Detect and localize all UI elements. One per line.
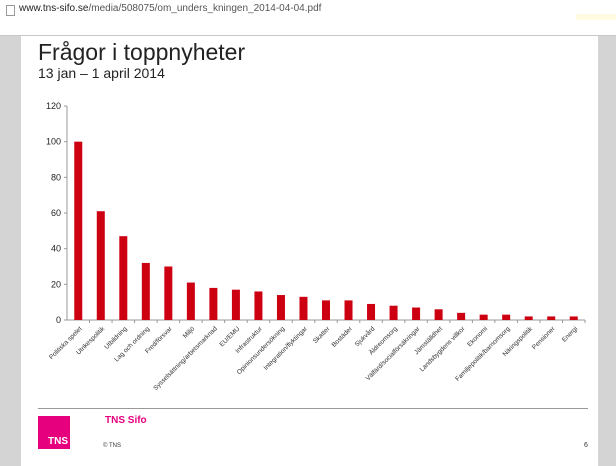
bar [299,296,308,320]
bar [547,316,556,320]
bar [479,314,488,320]
bar [569,316,578,320]
y-tick-label: 0 [56,315,61,325]
copyright: © TNS [103,443,121,449]
y-tick-label: 100 [46,137,61,147]
bar [502,314,511,320]
x-tick-label: Sjukvård [353,324,377,348]
bar [457,312,466,320]
y-tick-label: 80 [51,172,61,182]
x-tick-label: Skatter [312,325,332,345]
slide-title: Frågor i toppnyheter [38,39,246,65]
bar [254,291,263,320]
x-tick-label: Integration/flyktingar [263,325,310,372]
bar [96,211,105,320]
bar [524,316,533,320]
tns-logo: TNS [38,416,70,449]
bar [367,303,376,320]
bar [322,300,330,320]
x-tick-label: EU/EMU [219,325,242,348]
y-tick-label: 60 [51,208,61,218]
bar [119,236,128,320]
y-tick-label: 40 [51,244,61,254]
footer-divider [38,408,588,409]
bar [141,262,150,320]
x-tick-label: Miljö [182,325,197,340]
bar [186,282,195,320]
x-tick-label: Bostäder [331,325,355,349]
x-tick-label: Pensioner [531,325,557,351]
slide-subtitle: 13 jan – 1 april 2014 [38,65,165,81]
y-tick-label: 20 [51,279,61,289]
brand-name: TNS Sifo [105,415,147,426]
document-icon [6,5,15,16]
x-tick-label: Energi [561,325,579,343]
bar [209,287,218,320]
bar [412,307,421,320]
notification-strip [576,14,616,20]
bar [276,295,285,320]
pdf-page [21,36,598,466]
bar [434,309,443,320]
bar [389,305,398,320]
url-text[interactable]: www.tns-sifo.se/media/508075/om_unders_k… [19,3,322,14]
page-number: 6 [584,442,588,449]
bar [164,266,173,320]
bar [344,300,353,320]
y-tick-label: 120 [46,101,61,111]
bar [231,289,240,320]
bar [74,141,83,320]
x-tick-label: Landsbygdens villkor [419,325,467,373]
x-tick-label: Ekonomi [466,325,489,348]
address-bar[interactable]: www.tns-sifo.se/media/508075/om_unders_k… [0,0,616,36]
